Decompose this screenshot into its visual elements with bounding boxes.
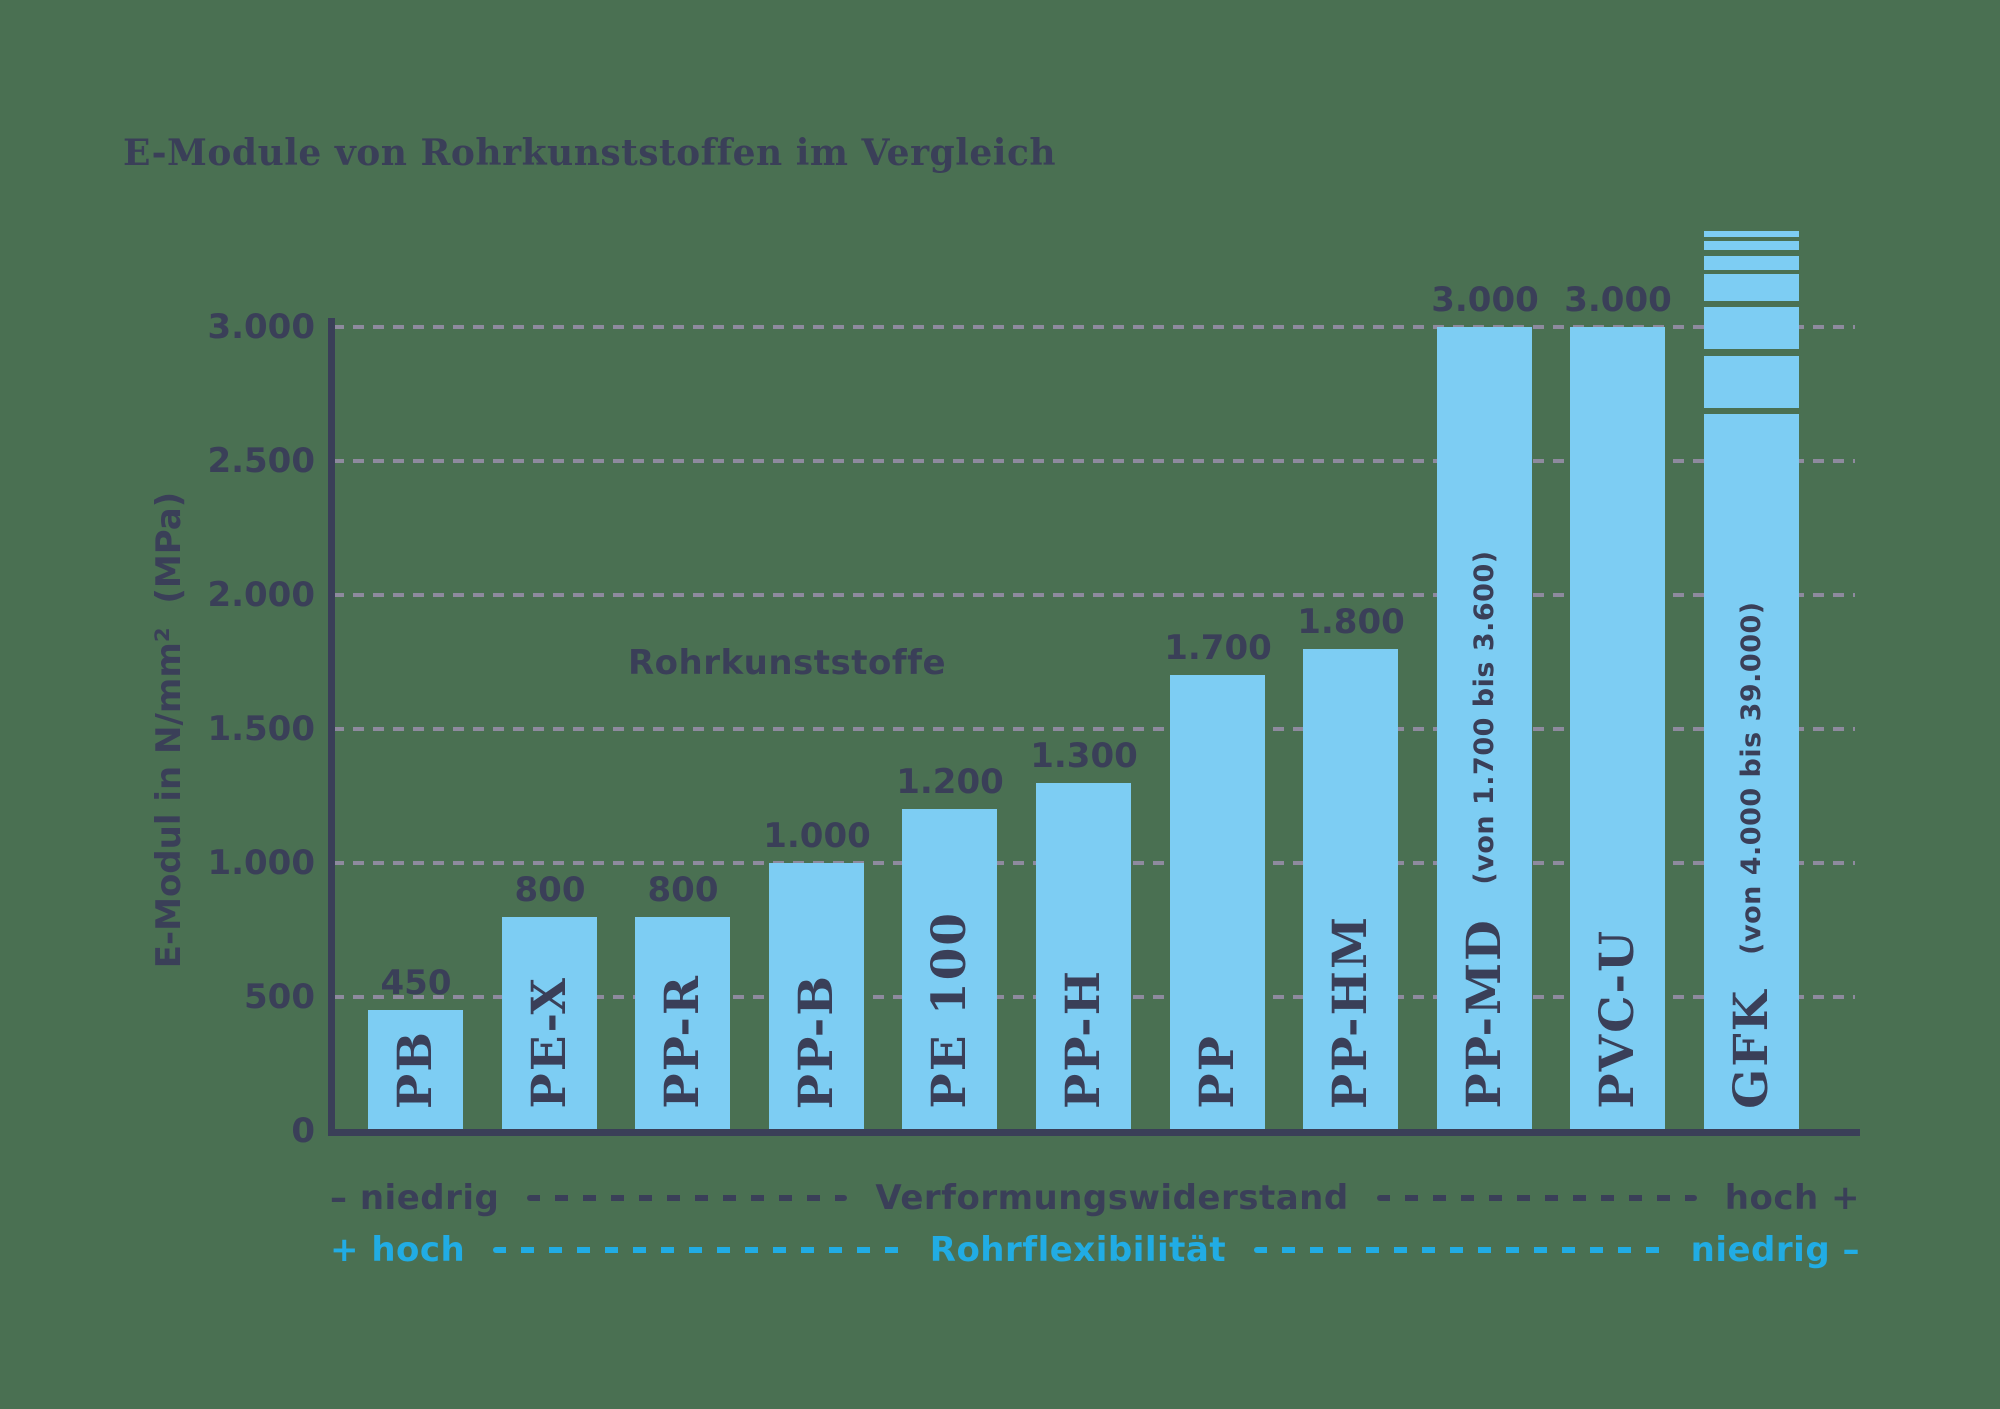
bar-broken-top-segment bbox=[1704, 274, 1799, 301]
bar-value-label: 1.300 bbox=[1030, 736, 1138, 776]
x-annotation-verformungswiderstand: – niedrig Verformungswiderstand hoch + bbox=[330, 1176, 1860, 1220]
bar-broken-top-segment bbox=[1704, 231, 1799, 237]
bar-label-wrap: PP-MD (von 1.700 bis 3.600) bbox=[1437, 550, 1532, 1109]
gridline-3.000 bbox=[333, 325, 1855, 329]
bar-label-text: PP-B bbox=[789, 973, 844, 1109]
bar-pvc-u: PVC-U bbox=[1570, 327, 1665, 1131]
bar-label-text: PP bbox=[1190, 1034, 1245, 1109]
gridline-1.500 bbox=[333, 727, 1855, 731]
bar-broken-top-segment bbox=[1704, 256, 1799, 270]
bar-value-label: 1.800 bbox=[1297, 602, 1405, 642]
bar-label-text: PE-X bbox=[522, 976, 577, 1109]
bar-gfk: GFK (von 4.000 bis 39.000) bbox=[1704, 414, 1799, 1131]
bar-pp-h: PP-H bbox=[1036, 783, 1131, 1131]
bar-value-label: 1.000 bbox=[763, 816, 871, 856]
annotation-center-label: Verformungswiderstand bbox=[875, 1178, 1349, 1218]
bar-label-wrap: PP-HM bbox=[1303, 915, 1398, 1109]
annotation-left-label: + hoch bbox=[330, 1230, 466, 1270]
annotation-right-label: hoch + bbox=[1724, 1178, 1860, 1218]
bar-label-wrap: PP bbox=[1170, 1034, 1265, 1109]
bar-label-text: PP-H bbox=[1056, 968, 1111, 1109]
bar-range-note: (von 4.000 bis 39.000) bbox=[1736, 601, 1767, 955]
bar-label-wrap: PP-B bbox=[769, 974, 864, 1109]
gridline-2.500 bbox=[333, 459, 1855, 463]
plot-inner-label: Rohrkunststoffe bbox=[628, 643, 947, 683]
y-axis-line bbox=[328, 318, 335, 1136]
bar-label-text: PP-MD bbox=[1457, 918, 1512, 1109]
annotation-right-label: niedrig – bbox=[1690, 1230, 1860, 1270]
bar-label: PB bbox=[388, 1030, 443, 1109]
bar-pe-100: PE 100 bbox=[902, 809, 997, 1131]
y-tick-label: 2.000 bbox=[207, 575, 315, 615]
bar-label: PE 100 bbox=[922, 911, 977, 1109]
bar-label: PP-B bbox=[789, 974, 844, 1109]
bar-label-wrap: PP-R bbox=[635, 974, 730, 1109]
y-tick-label: 1.500 bbox=[207, 709, 315, 749]
x-annotation-rohrflexibilitaet: + hoch Rohrflexibilität niedrig – bbox=[330, 1228, 1860, 1272]
x-axis-line bbox=[328, 1129, 1860, 1136]
bar-label-text: PP-R bbox=[655, 974, 710, 1109]
dashed-line bbox=[1376, 1195, 1697, 1201]
y-tick-label: 0 bbox=[291, 1111, 315, 1151]
bar-pp-b: PP-B bbox=[769, 863, 864, 1131]
bar-label-text: GFK bbox=[1724, 988, 1779, 1109]
bar-label: PP-R bbox=[655, 974, 710, 1109]
bar-value-label: 3.000 bbox=[1564, 280, 1672, 320]
bar-label-wrap: PE 100 bbox=[902, 911, 997, 1109]
bar-label-wrap: PE-X bbox=[502, 976, 597, 1109]
bar-pp: PP bbox=[1170, 675, 1265, 1131]
y-tick-label: 500 bbox=[244, 977, 315, 1017]
bar-label-text: PP-HM bbox=[1323, 914, 1378, 1109]
bar-broken-top-segment bbox=[1704, 356, 1799, 408]
gridline-2.000 bbox=[333, 593, 1855, 597]
bar-value-label: 1.700 bbox=[1164, 628, 1272, 668]
bar-value-label: 800 bbox=[647, 870, 719, 910]
bar-value-label: 450 bbox=[380, 963, 452, 1003]
annotation-center-label: Rohrflexibilität bbox=[929, 1230, 1227, 1270]
bar-label: PE-X bbox=[522, 976, 577, 1109]
annotation-left-label: – niedrig bbox=[330, 1178, 500, 1218]
bar-pb: PB bbox=[368, 1010, 463, 1131]
dashed-line bbox=[1254, 1247, 1663, 1253]
dashed-line bbox=[493, 1247, 902, 1253]
bar-label-text: PVC-U bbox=[1590, 929, 1645, 1109]
bar-label-wrap: PP-H bbox=[1036, 969, 1131, 1109]
y-tick-label: 2.500 bbox=[207, 441, 315, 481]
bar-value-label: 800 bbox=[514, 870, 586, 910]
bar-label: PP-HM bbox=[1323, 915, 1378, 1109]
bar-broken-top-segment bbox=[1704, 241, 1799, 250]
bar-label: PP bbox=[1190, 1034, 1245, 1109]
bar-label-wrap: PB bbox=[368, 1030, 463, 1109]
chart-title: E-Module von Rohrkunststoffen im Verglei… bbox=[123, 132, 1057, 174]
bar-range-note: (von 1.700 bis 3.600) bbox=[1469, 550, 1500, 885]
bar-label-text: PE 100 bbox=[922, 911, 977, 1109]
dashed-line bbox=[527, 1195, 848, 1201]
bar-label: PP-H bbox=[1056, 969, 1111, 1109]
bar-pp-md: PP-MD (von 1.700 bis 3.600) bbox=[1437, 327, 1532, 1131]
bar-pp-hm: PP-HM bbox=[1303, 649, 1398, 1131]
y-tick-label: 1.000 bbox=[207, 843, 315, 883]
bar-label: PP-MD (von 1.700 bis 3.600) bbox=[1457, 550, 1512, 1109]
bar-label-text: PB bbox=[388, 1029, 443, 1109]
bar-label-wrap: GFK (von 4.000 bis 39.000) bbox=[1704, 601, 1799, 1109]
bar-pp-r: PP-R bbox=[635, 917, 730, 1131]
bar-label: GFK (von 4.000 bis 39.000) bbox=[1724, 601, 1779, 1109]
bar-label-wrap: PVC-U bbox=[1570, 929, 1665, 1109]
y-tick-label: 3.000 bbox=[207, 307, 315, 347]
bar-label: PVC-U bbox=[1590, 929, 1645, 1109]
bar-value-label: 1.200 bbox=[896, 762, 1004, 802]
bar-broken-top-segment bbox=[1704, 307, 1799, 349]
bar-pe-x: PE-X bbox=[502, 917, 597, 1131]
bar-value-label: 3.000 bbox=[1431, 280, 1539, 320]
